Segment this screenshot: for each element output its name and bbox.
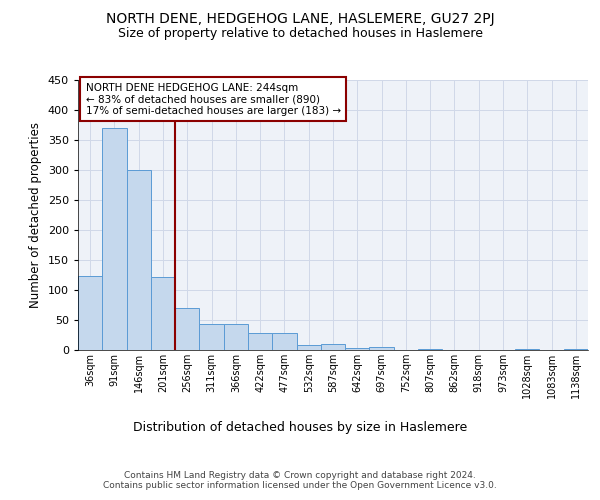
Bar xyxy=(296,345,321,350)
Bar xyxy=(564,349,588,350)
Bar xyxy=(345,348,370,350)
Bar xyxy=(248,333,272,350)
Bar xyxy=(151,277,175,350)
Text: Contains HM Land Registry data © Crown copyright and database right 2024.
Contai: Contains HM Land Registry data © Crown c… xyxy=(103,470,497,490)
Text: NORTH DENE, HEDGEHOG LANE, HASLEMERE, GU27 2PJ: NORTH DENE, HEDGEHOG LANE, HASLEMERE, GU… xyxy=(106,12,494,26)
Bar xyxy=(224,324,248,350)
Bar xyxy=(321,344,345,350)
Text: NORTH DENE HEDGEHOG LANE: 244sqm
← 83% of detached houses are smaller (890)
17% : NORTH DENE HEDGEHOG LANE: 244sqm ← 83% o… xyxy=(86,82,341,116)
Bar xyxy=(102,128,127,350)
Y-axis label: Number of detached properties: Number of detached properties xyxy=(29,122,42,308)
Bar xyxy=(370,347,394,350)
Text: Distribution of detached houses by size in Haslemere: Distribution of detached houses by size … xyxy=(133,421,467,434)
Bar xyxy=(127,170,151,350)
Bar xyxy=(272,333,296,350)
Bar xyxy=(175,308,199,350)
Bar xyxy=(199,324,224,350)
Text: Size of property relative to detached houses in Haslemere: Size of property relative to detached ho… xyxy=(118,28,482,40)
Bar xyxy=(418,349,442,350)
Bar xyxy=(515,349,539,350)
Bar xyxy=(78,276,102,350)
